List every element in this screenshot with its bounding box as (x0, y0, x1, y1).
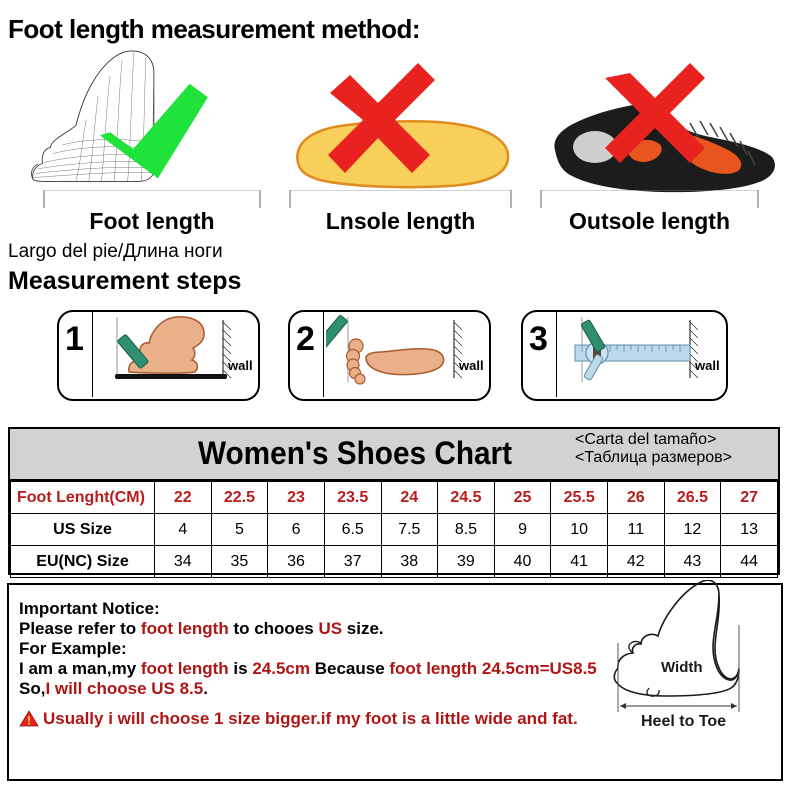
svg-text:wall: wall (458, 358, 484, 373)
svg-text:wall: wall (694, 358, 720, 373)
svg-text:wall: wall (227, 358, 253, 373)
